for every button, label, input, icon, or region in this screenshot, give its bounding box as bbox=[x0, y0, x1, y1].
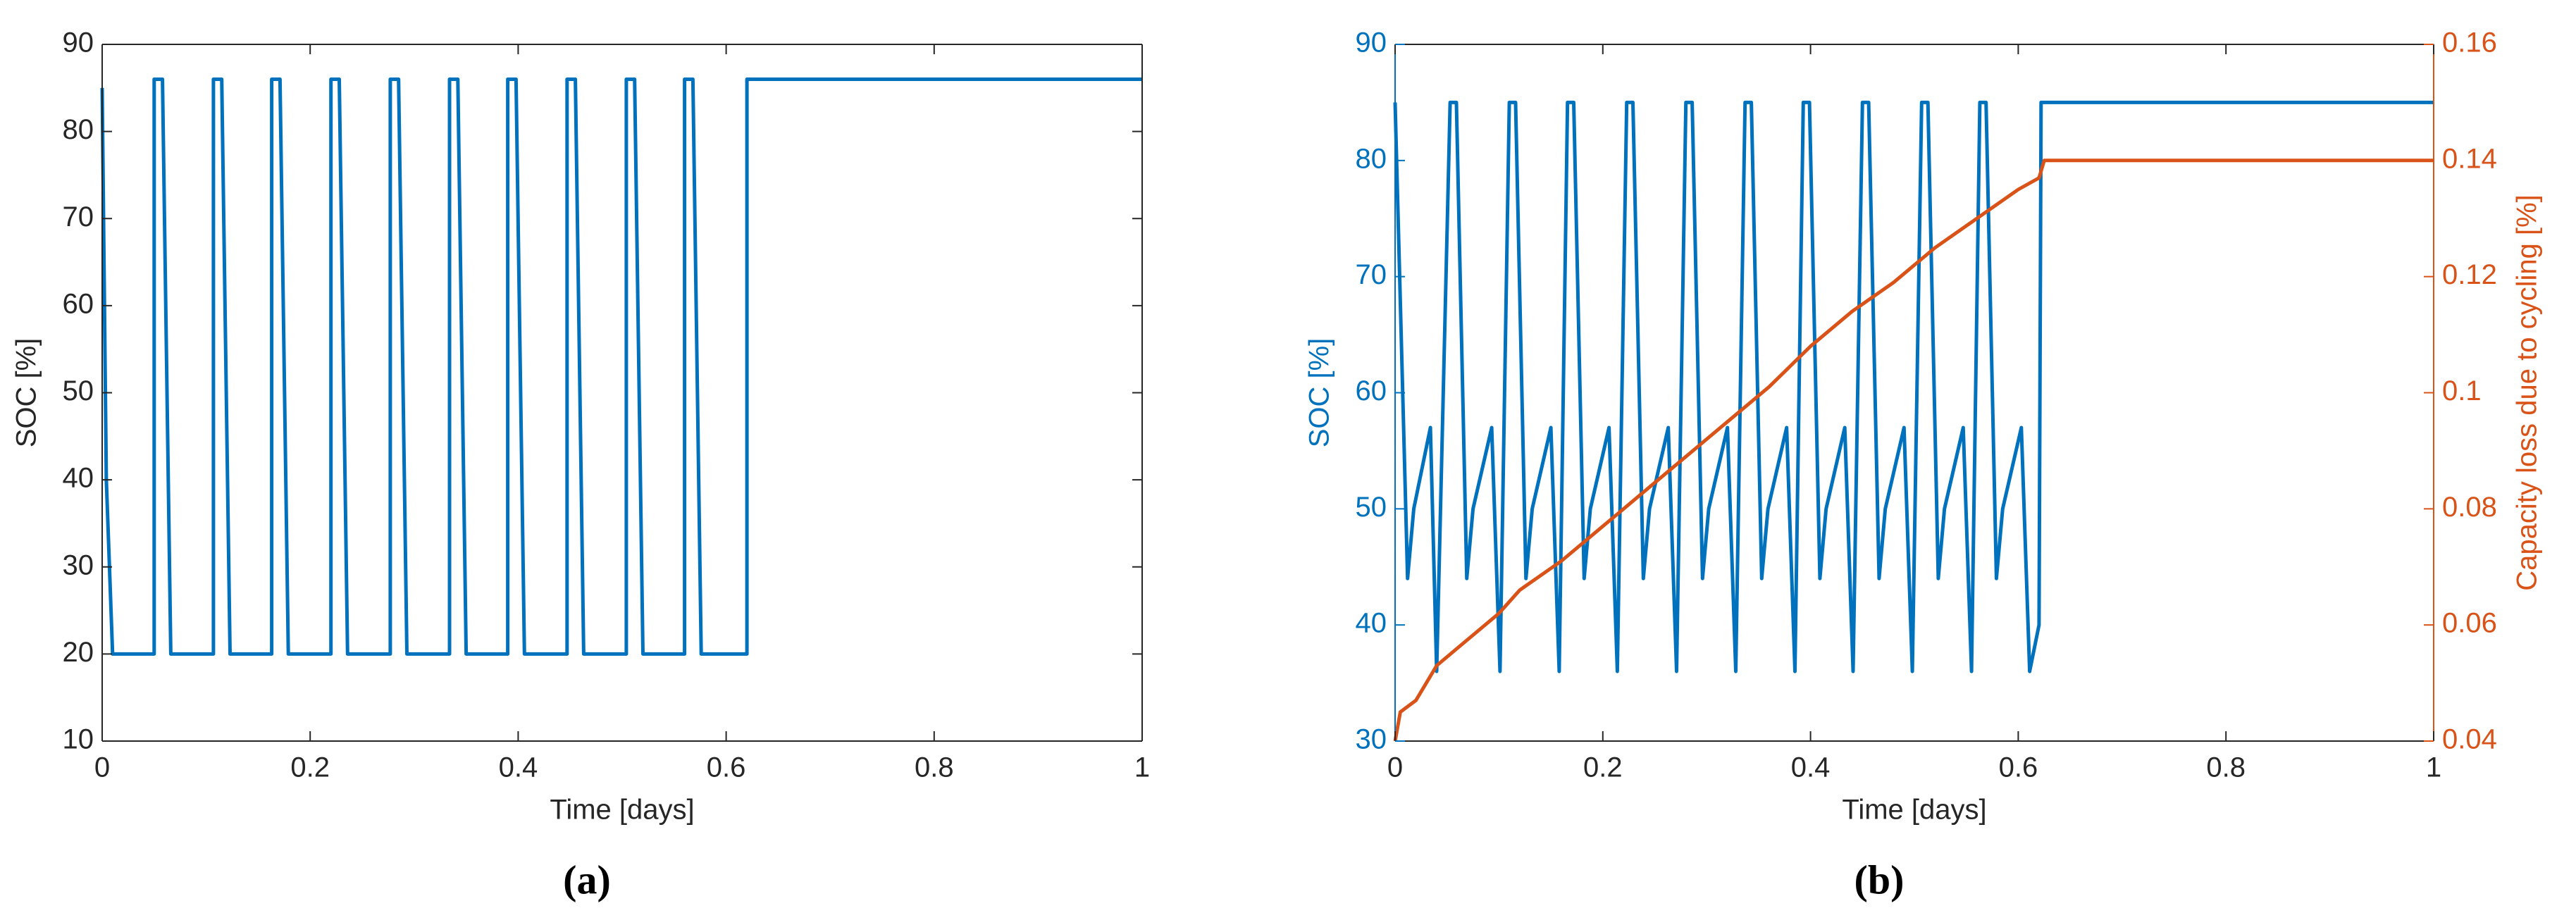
y-tick-label: 10 bbox=[63, 724, 94, 755]
y2-tick-label: 0.16 bbox=[2442, 27, 2497, 58]
y-tick-label: 70 bbox=[63, 201, 94, 232]
y2-tick-label: 0.06 bbox=[2442, 608, 2497, 639]
x-tick-label: 1 bbox=[2426, 752, 2441, 783]
x-tick-label: 0.6 bbox=[1999, 752, 2038, 783]
y-tick-label: 80 bbox=[1356, 143, 1387, 174]
y-axis-label: SOC [%] bbox=[1304, 338, 1335, 448]
x-tick-label: 0.6 bbox=[707, 752, 746, 783]
panel-label: (a) bbox=[563, 857, 611, 902]
y2-tick-label: 0.08 bbox=[2442, 492, 2497, 523]
y-tick-label: 80 bbox=[63, 114, 94, 145]
y-tick-label: 60 bbox=[1356, 375, 1387, 406]
y-axis-label: SOC [%] bbox=[11, 338, 42, 448]
y-tick-label: 40 bbox=[63, 463, 94, 494]
x-axis-label: Time [days] bbox=[550, 795, 694, 826]
x-tick-label: 0.8 bbox=[2206, 752, 2246, 783]
y-tick-label: 90 bbox=[63, 27, 94, 58]
y-tick-label: 50 bbox=[63, 375, 94, 406]
y-tick-label: 30 bbox=[1356, 724, 1387, 755]
y-tick-label: 90 bbox=[1356, 27, 1387, 58]
x-tick-label: 0.2 bbox=[1583, 752, 1623, 783]
y-tick-label: 60 bbox=[63, 288, 94, 319]
x-tick-label: 0.4 bbox=[499, 752, 538, 783]
x-axis-label: Time [days] bbox=[1842, 795, 1986, 826]
y2-axis-label: Capacity loss due to cycling [%] bbox=[2512, 194, 2543, 590]
x-tick-label: 0 bbox=[1387, 752, 1403, 783]
x-tick-label: 0.8 bbox=[915, 752, 954, 783]
y-tick-label: 50 bbox=[1356, 492, 1387, 523]
data-line bbox=[100, 77, 1142, 656]
y2-tick-label: 0.1 bbox=[2442, 375, 2482, 406]
y-tick-label: 30 bbox=[63, 549, 94, 580]
x-tick-label: 1 bbox=[1134, 752, 1150, 783]
x-tick-label: 0.2 bbox=[290, 752, 330, 783]
data-line bbox=[1393, 100, 2434, 673]
y2-tick-label: 0.04 bbox=[2442, 724, 2497, 755]
data-line bbox=[1393, 158, 2434, 742]
x-tick-label: 0.4 bbox=[1791, 752, 1831, 783]
y2-tick-label: 0.12 bbox=[2442, 259, 2497, 290]
y-tick-label: 40 bbox=[1356, 608, 1387, 639]
x-tick-label: 0 bbox=[94, 752, 110, 783]
y-tick-label: 20 bbox=[63, 637, 94, 668]
y2-tick-label: 0.14 bbox=[2442, 143, 2497, 174]
panel-label: (b) bbox=[1854, 857, 1905, 902]
y-tick-label: 70 bbox=[1356, 259, 1387, 290]
